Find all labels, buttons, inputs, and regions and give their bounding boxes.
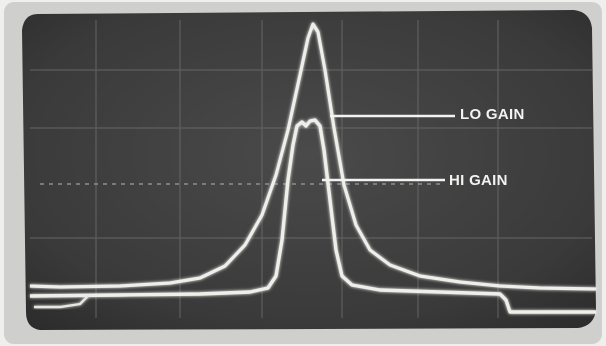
- lo-gain-label: LO GAIN: [460, 106, 525, 123]
- crt-screen: [22, 10, 596, 330]
- graticule-grid: [30, 20, 592, 318]
- hi-gain-label: HI GAIN: [449, 172, 508, 189]
- lo-gain-trace: [29, 22, 597, 291]
- hi-gain-trace: [29, 118, 596, 314]
- baseline-stub: [34, 295, 89, 309]
